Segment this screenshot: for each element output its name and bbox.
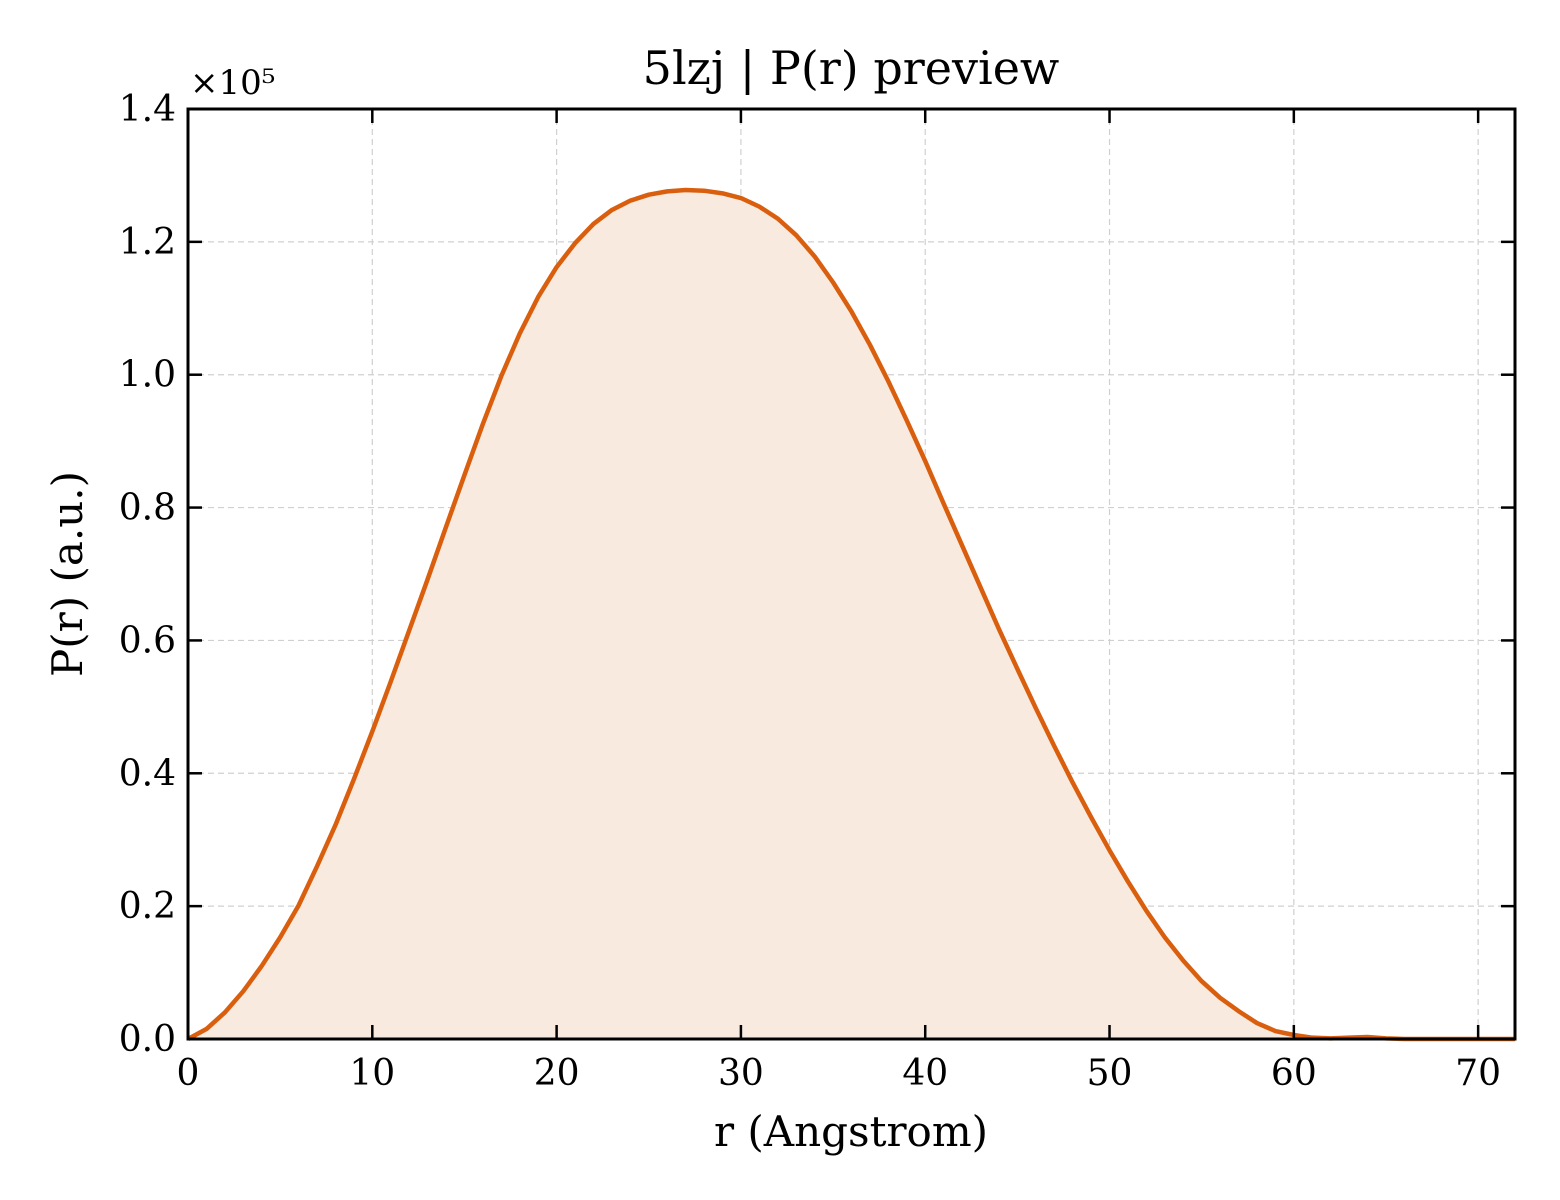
y-axis-title: P(r) (a.u.) [43,471,92,677]
x-tick-label: 60 [1271,1053,1317,1094]
x-tick-label: 10 [349,1053,395,1094]
x-tick-label: 0 [177,1053,200,1094]
y-tick-label: 0.4 [119,753,176,794]
area-fill [188,190,1515,1040]
x-tick-label: 40 [902,1053,948,1094]
tick-labels: 0 10 20 30 40 50 60 70 0.0 0.2 0.4 0.6 0.8 1.0 1.2 1.4 [119,89,1501,1094]
y-multiplier-label: ×10⁵ [190,63,275,103]
y-tick-label: 0.0 [119,1019,176,1060]
chart-title: 5lzj | P(r) preview [643,41,1060,95]
y-tick-label: 0.8 [119,488,176,529]
x-tick-label: 50 [1087,1053,1133,1094]
y-tick-label: 1.2 [119,222,176,263]
y-tick-label: 0.2 [119,886,176,927]
x-tick-label: 30 [718,1053,764,1094]
x-tick-label: 70 [1455,1053,1501,1094]
y-tick-label: 1.0 [119,355,176,396]
plot-frame [186,107,1517,1041]
y-tick-label: 1.4 [119,89,176,130]
y-tick-label: 0.6 [119,620,176,661]
x-tick-label: 20 [534,1053,580,1094]
axis-ticks [186,107,1515,1041]
x-axis-title: r (Angstrom) [714,1107,988,1156]
